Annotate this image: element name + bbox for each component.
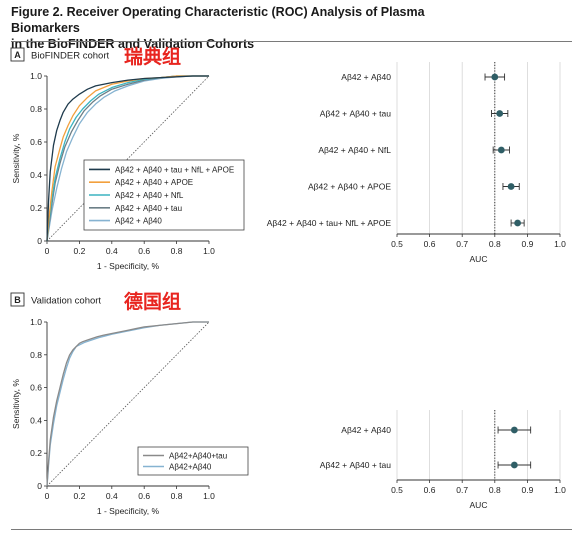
a-roc-x-tick-label: 0.2 — [73, 246, 85, 256]
b-roc-x-axis-label: 1 - Specificity, % — [97, 506, 160, 516]
a-roc-legend-label-3: Aβ42 + Aβ40 + tau — [115, 204, 182, 213]
b-roc-y-tick-label: 0.8 — [30, 350, 42, 360]
b-roc-y-tick-label: 1.0 — [30, 317, 42, 327]
a-auc-auc-point — [514, 219, 522, 227]
panel-a-letter: A — [14, 50, 21, 60]
panel-a-letter-box — [10, 47, 25, 62]
a-roc-y-tick-label: 0.4 — [30, 170, 42, 180]
b-roc-legend-box — [137, 446, 249, 476]
b-roc-series-line-0 — [46, 321, 209, 487]
b-roc-x-tick-label: 0.2 — [73, 491, 85, 501]
a-roc-y-tick-label: 0.2 — [30, 203, 42, 213]
b-roc-x-tick-label: 0.8 — [171, 491, 183, 501]
a-roc-y-tick-label: 1.0 — [30, 71, 42, 81]
panel-a-header: A BioFINDER cohort 瑞典组 — [10, 45, 181, 68]
top-divider — [11, 41, 572, 42]
a-auc-row-label: Aβ42 + Aβ40 + tau+ NfL + APOE — [267, 218, 392, 228]
panel-b-roc-chart: 0 0.2 0.4 0.6 0.8 1.0 0 0.2 0.4 0.6 0.8 1.0 1 - Spec… — [11, 317, 249, 516]
a-roc-legend-label-1: Aβ42 + Aβ40 + APOE — [115, 178, 193, 187]
b-auc-auc-point — [510, 426, 518, 434]
panel-b-letter: B — [14, 295, 21, 305]
b-auc-x-tick-label: 0.9 — [521, 485, 533, 495]
b-roc-reference-diagonal — [46, 321, 210, 487]
b-roc-x-tick-label: 0.6 — [138, 491, 150, 501]
a-auc-x-tick-label: 0.5 — [391, 239, 403, 249]
b-roc-x-tick-label: 1.0 — [203, 491, 215, 501]
b-roc-series-line-1 — [46, 321, 209, 487]
a-auc-x-tick-label: 1.0 — [554, 239, 566, 249]
a-auc-auc-point — [497, 146, 505, 154]
panel-b-name: Validation cohort — [31, 296, 101, 307]
b-auc-row-label: Aβ42 + Aβ40 + tau — [320, 460, 391, 470]
b-roc-x-tick-label: 0.4 — [106, 491, 118, 501]
a-auc-x-tick-label: 0.7 — [456, 239, 468, 249]
a-auc-x-tick-label: 0.9 — [521, 239, 533, 249]
panel-a-auc-chart: 0.5 0.6 0.7 0.8 0.9 1.0 AUC Aβ42 + Aβ40 Aβ42 + A… — [267, 62, 566, 264]
b-roc-legend-label-1: Aβ42+Aβ40 — [169, 463, 212, 472]
b-roc-y-tick-label: 0.4 — [30, 415, 42, 425]
b-auc-row-label: Aβ42 + Aβ40 — [341, 425, 391, 435]
a-auc-auc-point — [491, 73, 499, 81]
b-auc-x-tick-label: 1.0 — [554, 485, 566, 495]
a-auc-row-label: Aβ42 + Aβ40 + APOE — [308, 182, 391, 192]
a-roc-legend-label-4: Aβ42 + Aβ40 — [115, 217, 162, 226]
a-roc-x-tick-label: 0.4 — [106, 246, 118, 256]
panel-b-auc-chart: 0.5 0.6 0.7 0.8 0.9 1.0 AUC Aβ42 + Aβ40 Aβ42 + A… — [320, 410, 566, 510]
b-roc-legend-label-0: Aβ42+Aβ40+tau — [169, 452, 227, 461]
b-roc-y-tick-label: 0.2 — [30, 448, 42, 458]
a-roc-x-tick-label: 1.0 — [203, 246, 215, 256]
b-roc-x-tick-label: 0 — [45, 491, 50, 501]
a-auc-auc-point — [507, 183, 515, 190]
panel-a-annotation: 瑞典组 — [124, 45, 181, 68]
a-roc-legend-label-0: Aβ42 + Aβ40 + tau + NfL + APOE — [115, 165, 234, 174]
panel-b-header: B Validation cohort 德国组 — [10, 290, 181, 313]
b-auc-x-tick-label: 0.6 — [424, 485, 436, 495]
b-auc-x-axis-label: AUC — [470, 500, 488, 510]
a-auc-x-tick-label: 0.8 — [489, 239, 501, 249]
figure-title: Figure 2. Receiver Operating Characteris… — [11, 4, 451, 52]
a-roc-legend-box — [83, 159, 245, 231]
b-auc-x-tick-label: 0.8 — [489, 485, 501, 495]
panel-b-annotation: 德国组 — [124, 290, 181, 313]
bottom-divider — [11, 529, 572, 530]
a-roc-x-axis-label: 1 - Specificity, % — [97, 261, 160, 271]
b-auc-x-tick-label: 0.7 — [456, 485, 468, 495]
a-roc-series-line-4 — [46, 75, 209, 242]
a-roc-legend-label-2: Aβ42 + Aβ40 + NfL — [115, 191, 184, 200]
a-auc-auc-point — [496, 110, 504, 117]
b-roc-y-tick-label: 0.6 — [30, 383, 42, 393]
figure-title-line1: Figure 2. Receiver Operating Characteris… — [11, 5, 425, 35]
a-roc-y-axis-label: Sensitivity, % — [11, 133, 21, 183]
b-roc-y-tick-label: 0 — [37, 481, 42, 491]
a-roc-x-tick-label: 0 — [45, 246, 50, 256]
panel-a-roc-chart: 0 0.2 0.4 0.6 0.8 1.0 0 0.2 0.4 0.6 0.8 1.0 1 - Spec… — [11, 71, 245, 271]
a-auc-row-label: Aβ42 + Aβ40 + tau — [320, 109, 391, 119]
a-roc-series-line-0 — [46, 75, 209, 242]
a-auc-x-axis-label: AUC — [470, 254, 488, 264]
panel-b-letter-box — [10, 292, 25, 307]
a-roc-reference-diagonal — [46, 75, 210, 242]
a-roc-y-tick-label: 0.8 — [30, 104, 42, 114]
panel-a-name: BioFINDER cohort — [31, 51, 109, 62]
b-auc-x-tick-label: 0.5 — [391, 485, 403, 495]
a-auc-row-label: Aβ42 + Aβ40 — [341, 72, 391, 82]
b-roc-y-axis-label: Sensitivity, % — [11, 379, 21, 429]
figure-title-line2: in the BioFINDER and Validation Cohorts — [11, 37, 255, 51]
a-auc-row-label: Aβ42 + Aβ40 + NfL — [318, 145, 391, 155]
a-auc-x-tick-label: 0.6 — [424, 239, 436, 249]
a-roc-x-tick-label: 0.6 — [138, 246, 150, 256]
a-roc-x-tick-label: 0.8 — [171, 246, 183, 256]
b-auc-auc-point — [510, 461, 518, 469]
a-roc-y-tick-label: 0 — [37, 236, 42, 246]
a-roc-y-tick-label: 0.6 — [30, 137, 42, 147]
